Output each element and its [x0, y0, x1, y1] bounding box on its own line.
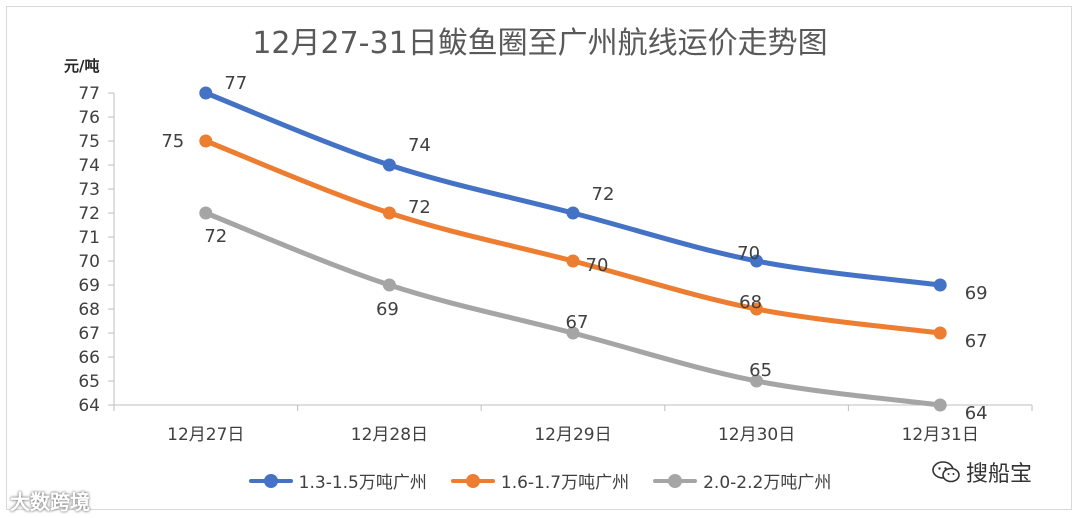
legend-swatch-series-2 — [450, 473, 495, 488]
y-tick-label: 68 — [78, 300, 100, 320]
watermark-left: 大数跨境 — [10, 490, 90, 514]
data-label-series-3: 64 — [965, 403, 988, 424]
data-point-series-1 — [199, 86, 213, 100]
data-point-series-1 — [382, 158, 396, 172]
data-point-series-1 — [566, 206, 580, 220]
data-label-series-2: 67 — [965, 331, 988, 352]
legend-label-series-2: 1.6-1.7万吨广州 — [500, 473, 630, 493]
data-label-series-1: 74 — [408, 135, 431, 156]
y-tick-label: 73 — [78, 180, 100, 200]
legend-label-series-1: 1.3-1.5万吨广州 — [298, 473, 427, 493]
legend-dot-series-1 — [263, 473, 278, 488]
y-tick-label: 76 — [78, 108, 100, 128]
data-point-series-2 — [199, 134, 213, 148]
chart-frame — [6, 6, 1072, 510]
y-tick-label: 71 — [78, 228, 100, 248]
y-tick-label: 72 — [78, 204, 100, 224]
watermark-right: 搜船宝 — [932, 456, 1032, 488]
data-point-series-3 — [750, 374, 764, 388]
data-point-series-2 — [933, 326, 947, 340]
y-tick-label: 69 — [78, 276, 100, 296]
data-point-series-2 — [566, 254, 580, 268]
legend-item-series-1[interactable]: 1.3-1.5万吨广州 — [248, 468, 427, 493]
data-point-series-1 — [750, 254, 764, 268]
data-point-series-3 — [199, 206, 213, 220]
data-point-series-3 — [566, 326, 580, 340]
y-tick-label: 67 — [78, 324, 100, 344]
data-point-series-2 — [750, 302, 764, 316]
chart-legend: 1.3-1.5万吨广州 1.6-1.7万吨广州 2.0-2.2万吨广州 — [0, 468, 1080, 493]
y-tick-label: 66 — [78, 348, 100, 368]
series-line-2 — [203, 138, 943, 336]
data-label-series-2: 68 — [739, 292, 762, 313]
y-tick-label: 75 — [78, 132, 100, 152]
x-tick-label: 12月30日 — [718, 425, 795, 445]
y-tick-label: 74 — [78, 156, 100, 176]
data-label-series-1: 69 — [965, 283, 988, 304]
data-label-series-3: 67 — [566, 312, 589, 333]
data-point-series-1 — [933, 278, 947, 292]
legend-item-series-3[interactable]: 2.0-2.2万吨广州 — [653, 468, 831, 493]
x-tick-label: 12月31日 — [902, 425, 979, 445]
data-label-series-2: 75 — [161, 131, 184, 152]
wechat-icon — [932, 461, 960, 483]
data-label-series-3: 65 — [749, 360, 772, 381]
y-tick-label: 70 — [78, 252, 100, 272]
x-tick-label: 12月29日 — [534, 425, 611, 445]
legend-dot-series-3 — [668, 473, 683, 488]
series-line-3 — [203, 210, 943, 408]
y-tick-label: 64 — [78, 396, 100, 416]
data-point-series-3 — [382, 278, 396, 292]
data-label-series-1: 72 — [592, 184, 615, 205]
legend-swatch-series-3 — [653, 473, 698, 488]
data-label-series-1: 70 — [737, 243, 760, 264]
y-axis-unit-label: 元/吨 — [64, 57, 99, 75]
data-point-series-3 — [933, 398, 947, 412]
data-label-series-2: 72 — [408, 197, 431, 218]
legend-label-series-3: 2.0-2.2万吨广州 — [703, 473, 832, 493]
data-label-series-3: 72 — [204, 226, 227, 247]
data-label-series-2: 70 — [586, 255, 609, 276]
legend-swatch-series-1 — [248, 473, 293, 488]
data-label-series-1: 77 — [224, 73, 247, 94]
x-tick-label: 12月28日 — [351, 425, 428, 445]
legend-dot-series-2 — [465, 473, 480, 488]
data-point-series-2 — [382, 206, 396, 220]
data-label-series-3: 69 — [376, 299, 399, 320]
y-tick-label: 65 — [78, 372, 100, 392]
chart-title: 12月27-31日鲅鱼圈至广州航线运价走势图 — [252, 26, 828, 61]
legend-item-series-2[interactable]: 1.6-1.7万吨广州 — [450, 468, 630, 493]
watermark-right-label: 搜船宝 — [966, 462, 1033, 487]
y-tick-label: 77 — [78, 84, 100, 104]
x-tick-label: 12月27日 — [167, 425, 244, 445]
